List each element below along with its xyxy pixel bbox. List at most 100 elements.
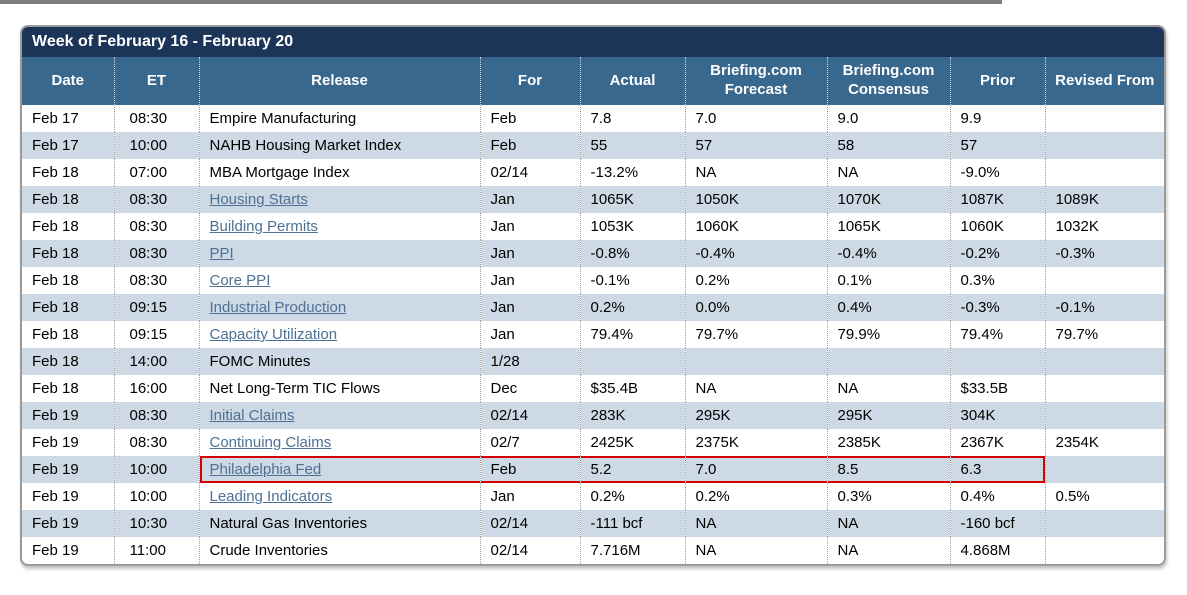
release-link[interactable]: Initial Claims (209, 407, 295, 424)
cell-et: 09:15 (113, 321, 199, 348)
cell-for: 02/14 (479, 537, 580, 564)
cell-release: FOMC Minutes (198, 348, 480, 375)
cell-prior: $33.5B (949, 375, 1045, 402)
cell-revised (1044, 105, 1164, 132)
cell-et: 08:30 (113, 213, 199, 240)
economic-calendar: Week of February 16 - February 20 Date E… (20, 25, 1166, 566)
cell-consensus: 0.1% (826, 267, 950, 294)
cell-et: 11:00 (113, 537, 199, 564)
table-row: Feb 18 14:00 FOMC Minutes 1/28 (22, 348, 1164, 375)
cell-forecast (684, 348, 827, 375)
cell-date: Feb 18 (32, 272, 79, 289)
cell-for: Feb (479, 105, 580, 132)
cell-forecast: 57 (684, 132, 827, 159)
cell-forecast: NA (684, 375, 827, 402)
cell-prior: 1087K (949, 186, 1045, 213)
cell-for: 02/14 (479, 510, 580, 537)
cell-consensus: 9.0 (826, 105, 950, 132)
release-link[interactable]: Capacity Utilization (209, 326, 338, 343)
cell-for: Feb (479, 132, 580, 159)
cell-revised (1044, 267, 1164, 294)
release-link[interactable]: Core PPI (209, 272, 271, 289)
cell-et: 08:30 (113, 267, 199, 294)
cell-release: Initial Claims (198, 402, 480, 429)
cell-consensus: NA (826, 537, 950, 564)
release-link[interactable]: Building Permits (209, 218, 318, 235)
cell-release: Industrial Production (198, 294, 480, 321)
cell-revised: 79.7% (1044, 321, 1164, 348)
cell-revised: 1089K (1044, 186, 1164, 213)
cell-prior: 4.868M (949, 537, 1045, 564)
cell-prior: 9.9 (949, 105, 1045, 132)
calendar-body: Feb 17 08:30 Empire Manufacturing Feb 7.8 7.0… (22, 105, 1164, 564)
table-row: Feb 18 09:15 Industrial Production Jan 0.2% 0… (22, 294, 1164, 321)
cell-revised: 2354K (1044, 429, 1164, 456)
cell-for: Jan (479, 483, 580, 510)
table-row: Feb 19 11:00 Crude Inventories 02/14 7.716M N… (22, 537, 1164, 564)
release-link[interactable]: Housing Starts (209, 191, 308, 208)
cell-date: Feb 18 (22, 294, 114, 321)
cell-release: MBA Mortgage Index (198, 159, 480, 186)
cell-revised (1044, 456, 1164, 483)
col-header-actual: Actual (579, 57, 685, 105)
cell-for: 1/28 (479, 348, 580, 375)
table-row: Feb 19 08:30 Continuing Claims 02/7 2425K 237… (22, 429, 1164, 456)
cell-consensus: 0.4% (826, 294, 950, 321)
cell-consensus: 1065K (826, 213, 950, 240)
cell-date: Feb 18 (22, 240, 114, 267)
cell-for: Jan (479, 240, 580, 267)
cell-consensus: NA (826, 510, 950, 537)
release-link[interactable]: Continuing Claims (209, 434, 332, 451)
cell-consensus: NA (826, 159, 950, 186)
cell-actual: -0.8% (579, 240, 685, 267)
release-link[interactable]: Industrial Production (209, 299, 347, 316)
calendar-week-title: Week of February 16 - February 20 (22, 27, 1164, 57)
header-row: Date ET Release For Actual Briefing.com … (22, 57, 1164, 105)
col-header-revised-from: Revised From (1044, 57, 1164, 105)
col-header-briefing-consensus: Briefing.com Consensus (826, 57, 950, 105)
cell-date: Feb 19 (22, 402, 114, 429)
cell-revised (1044, 537, 1164, 564)
cell-for: Jan (479, 267, 580, 294)
cell-et: 08:30 (113, 240, 199, 267)
cell-release: Housing Starts (198, 186, 480, 213)
col-header-prior: Prior (949, 57, 1045, 105)
cell-forecast: 2375K (684, 429, 827, 456)
cell-revised: -0.3% (1044, 240, 1164, 267)
cell-for: Feb (479, 456, 580, 483)
table-row: Feb 19 10:30 Natural Gas Inventories 02/14-… (22, 510, 1164, 537)
cell-date: Feb 17 (32, 110, 79, 127)
cell-forecast: 7.0 (684, 105, 827, 132)
cell-for: Jan (479, 186, 580, 213)
cell-prior: -0.2% (949, 240, 1045, 267)
table-row: Feb 18 08:30 PPI Jan -0.8% -0.4% -0.4% -0.2% -0.… (22, 240, 1164, 267)
release-link[interactable]: PPI (209, 245, 234, 262)
cell-prior: 2367K (949, 429, 1045, 456)
cell-release: Net Long-Term TIC Flows (198, 375, 480, 402)
cell-release: Core PPI (198, 267, 480, 294)
cell-actual: $35.4B (579, 375, 685, 402)
cell-for: 02/14 (479, 159, 580, 186)
cell-date: Feb 19 (32, 488, 79, 505)
table-row: Feb 18 08:30 Core PPI Jan -0.1% 0.2% 0.1% 0.3% (22, 267, 1164, 294)
cell-revised: 0.5% (1044, 483, 1164, 510)
cell-date: Feb 18 (22, 186, 114, 213)
cell-actual: 79.4% (579, 321, 685, 348)
cell-consensus: 0.3% (826, 483, 950, 510)
cell-et: 08:30 (113, 402, 199, 429)
release-link[interactable]: Philadelphia Fed (209, 461, 322, 478)
cell-forecast: 79.7% (684, 321, 827, 348)
table-row: Feb 18 07:00 MBA Mortgage Index 02/14 -13.2%… (22, 159, 1164, 186)
table-row: Feb 18 08:30 Building Permits Jan 1053K 1060K… (22, 213, 1164, 240)
cell-actual: 283K (579, 402, 685, 429)
cell-consensus: 295K (826, 402, 950, 429)
table-row: Feb 18 08:30 Housing Starts Jan 1065K 1050K 10… (22, 186, 1164, 213)
cell-release: Philadelphia Fed (198, 456, 480, 483)
release-link[interactable]: Leading Indicators (209, 488, 333, 505)
cell-et: 10:00 (113, 483, 199, 510)
cell-date: Feb 18 (32, 218, 79, 235)
cell-revised: 1032K (1044, 213, 1164, 240)
cell-et: 09:15 (113, 294, 199, 321)
col-header-for: For (479, 57, 580, 105)
table-row: Feb 19 10:00 Leading Indicators Jan 0.2% 0.2%… (22, 483, 1164, 510)
